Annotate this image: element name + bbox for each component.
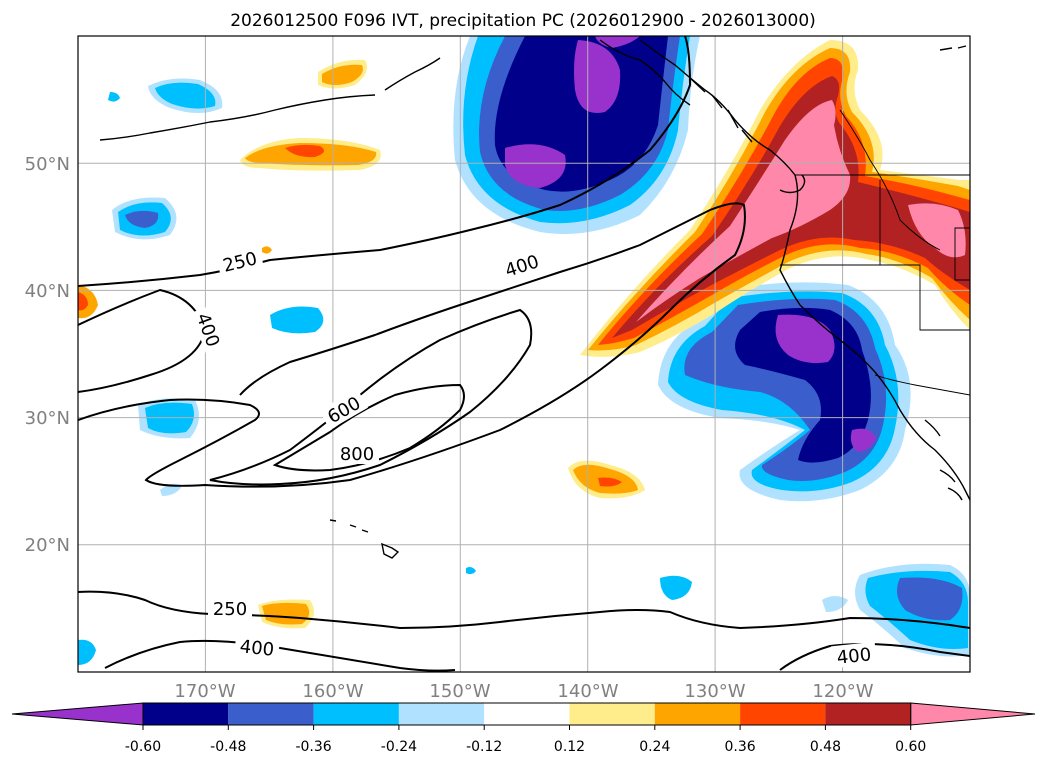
- colorbar-tick-label: 0.60: [895, 739, 926, 755]
- precip-positive-small-patches: [78, 59, 645, 629]
- contour-label: 400: [239, 636, 275, 660]
- precip-negative-region-southeast: [822, 563, 970, 657]
- colorbar: -0.60 -0.48 -0.36 -0.24 -0.12 0.12 0.24 …: [11, 702, 1036, 755]
- lat-tick-label: 50°N: [25, 154, 70, 175]
- colorbar-swatch: [398, 703, 485, 725]
- contour-label: 250: [213, 599, 247, 620]
- lon-tick-label: 150°W: [429, 681, 490, 702]
- precip-negative-region-gulf: [453, 36, 700, 234]
- lon-tick-label: 170°W: [174, 681, 235, 702]
- map-frame: [77, 35, 971, 673]
- colorbar-swatch: [313, 703, 399, 725]
- coastlines: [99, 39, 970, 559]
- colorbar-swatch: [569, 703, 655, 725]
- colorbar-tick-label: 0.36: [725, 739, 756, 755]
- contour-label: 800: [340, 444, 374, 465]
- colorbar-extend-low: [11, 702, 144, 726]
- longitude-tick-labels: 170°W 160°W 150°W 140°W 130°W 120°W: [174, 681, 873, 702]
- lon-tick-label: 160°W: [302, 681, 363, 702]
- colorbar-swatch: [825, 703, 911, 725]
- ivt-contour-labels: 250 400 400 600 800 250 400 400: [191, 245, 877, 669]
- precip-positive-region-atmospheric-river: [580, 40, 970, 357]
- lon-tick-label: 120°W: [812, 681, 873, 702]
- colorbar-tick-label: 0.12: [554, 739, 585, 755]
- contour-label: 400: [836, 644, 872, 668]
- colorbar-tick-label: 0.48: [810, 739, 841, 755]
- map-plot-area: 250 400 400 600 800 250 400 400: [78, 36, 970, 672]
- lat-tick-label: 20°N: [25, 535, 70, 556]
- latitude-tick-labels: 20°N 30°N 40°N 50°N: [25, 154, 70, 556]
- colorbar-swatch: [484, 703, 570, 725]
- colorbar-tick-label: -0.24: [381, 739, 417, 755]
- colorbar-tick-label: -0.36: [295, 739, 331, 755]
- colorbar-extend-high: [910, 702, 1036, 726]
- colorbar-tick-label: -0.60: [125, 739, 161, 755]
- precip-negative-small-patches: [78, 78, 692, 665]
- colorbar-tick-label: 0.24: [639, 739, 670, 755]
- colorbar-swatch: [654, 703, 741, 725]
- colorbar-swatch: [228, 703, 314, 725]
- colorbar-tick-label: -0.12: [466, 739, 502, 755]
- lat-tick-label: 30°N: [25, 408, 70, 429]
- lon-tick-label: 140°W: [557, 681, 618, 702]
- colorbar-swatch: [143, 703, 229, 725]
- lon-tick-label: 130°W: [684, 681, 745, 702]
- political-borders: [780, 109, 970, 396]
- colorbar-tick-label: -0.48: [210, 739, 246, 755]
- lat-tick-label: 40°N: [25, 281, 70, 302]
- figure-title: 2026012500 F096 IVT, precipitation PC (2…: [230, 11, 816, 31]
- colorbar-swatch: [740, 703, 826, 725]
